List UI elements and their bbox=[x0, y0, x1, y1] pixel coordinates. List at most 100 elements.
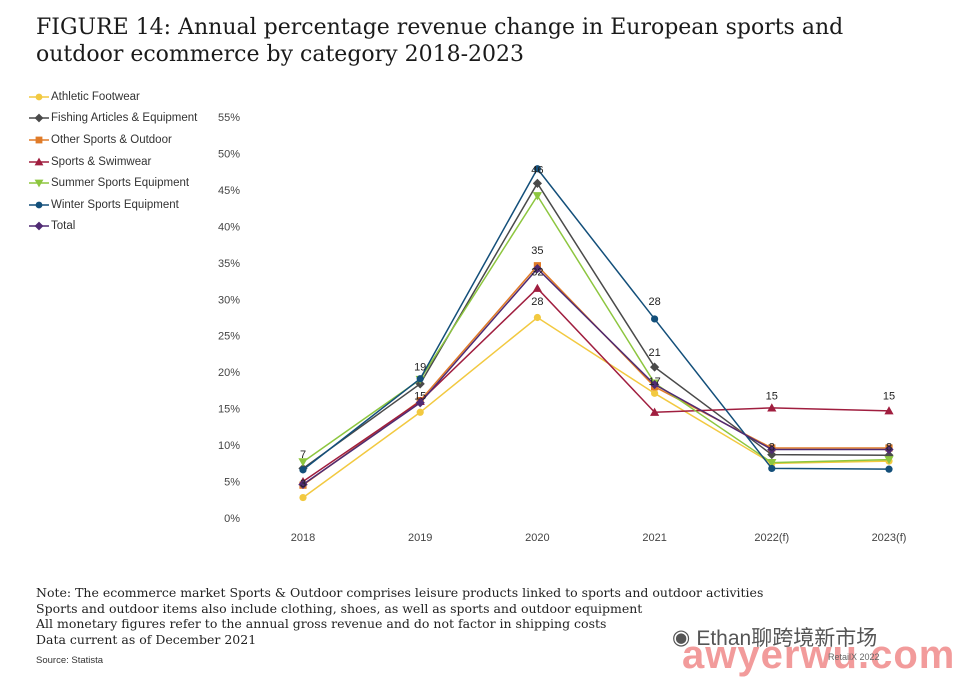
data-label: 15 bbox=[883, 391, 895, 403]
line-chart: 0% 5% 10% 15% 20% 25% 30% 35% 40% 45% 50% 55% 2018 20… bbox=[218, 112, 907, 544]
series-line-athletic-footwear bbox=[302, 316, 890, 499]
y-tick-label: 50% bbox=[218, 148, 240, 160]
legend-marker bbox=[34, 179, 44, 188]
data-point-winter-sports-equipment bbox=[416, 375, 424, 383]
legend-label: Total bbox=[51, 220, 76, 233]
data-point-sports-swimwear bbox=[532, 283, 542, 292]
data-point-fishing-articles-equipment bbox=[767, 449, 777, 460]
legend-swatch-icon bbox=[29, 113, 49, 123]
y-tick-label: 30% bbox=[218, 294, 240, 306]
legend-item: Athletic Footwear bbox=[28, 86, 197, 108]
data-label: 17 bbox=[648, 376, 660, 388]
watermark: ◉ Ethan聊跨境新市场 bbox=[672, 622, 877, 652]
source-label: Source: Statista bbox=[36, 655, 104, 666]
data-point-athletic-footwear bbox=[416, 408, 424, 416]
data-label: 15 bbox=[766, 391, 778, 403]
y-tick-label: 35% bbox=[218, 258, 240, 270]
data-point-sports-swimwear bbox=[650, 407, 660, 416]
legend-label: Fishing Articles & Equipment bbox=[51, 112, 198, 125]
data-label: 46 bbox=[531, 165, 543, 177]
x-tick-label: 2019 bbox=[408, 532, 432, 544]
legend-marker bbox=[35, 201, 43, 209]
legend-marker bbox=[35, 136, 43, 144]
legend-item: Summer Sports Equipment bbox=[28, 172, 197, 194]
note-line: Note: The ecommerce market Sports & Outd… bbox=[36, 585, 764, 600]
watermark-text: Ethan聊跨境新市场 bbox=[696, 627, 878, 650]
wechat-icon: ◉ bbox=[672, 625, 691, 649]
x-tick-label: 2022(f) bbox=[754, 532, 789, 544]
legend-item: Other Sports & Outdoor bbox=[28, 129, 197, 151]
legend-marker bbox=[35, 93, 43, 101]
series-line-other-sports-outdoor bbox=[302, 264, 889, 486]
series-line-fishing-articles-equipment bbox=[302, 181, 890, 470]
data-label: 21 bbox=[648, 347, 660, 359]
data-point-fishing-articles-equipment bbox=[884, 450, 894, 460]
legend-swatch-icon bbox=[29, 221, 49, 231]
legend-swatch-icon bbox=[29, 136, 49, 144]
data-point-summer-sports-equipment bbox=[298, 458, 308, 467]
data-label: 19 bbox=[414, 361, 426, 373]
chart-legend: Athletic Footwear Fishing Articles & Equi… bbox=[28, 86, 197, 237]
legend-swatch-icon bbox=[29, 179, 49, 188]
legend-item: Fishing Articles & Equipment bbox=[28, 108, 197, 130]
data-label: 28 bbox=[648, 296, 660, 308]
data-point-winter-sports-equipment bbox=[533, 165, 542, 173]
series-line-total bbox=[302, 267, 889, 486]
legend-marker bbox=[34, 157, 44, 165]
legend-item: Total bbox=[28, 216, 197, 238]
y-tick-label: 45% bbox=[218, 185, 240, 197]
x-tick-label: 2018 bbox=[291, 532, 315, 544]
data-label: 15 bbox=[414, 391, 426, 403]
legend-item: Winter Sports Equipment bbox=[28, 194, 197, 216]
data-label: 35 bbox=[531, 245, 543, 257]
y-tick-label: 10% bbox=[218, 440, 240, 452]
legend-swatch-icon bbox=[29, 157, 49, 165]
legend-marker bbox=[34, 113, 44, 123]
data-point-total bbox=[650, 379, 660, 390]
legend-label: Sports & Swimwear bbox=[51, 155, 152, 168]
legend-item: Sports & Swimwear bbox=[28, 151, 197, 173]
data-point-fishing-articles-equipment bbox=[532, 178, 542, 188]
data-point-total bbox=[415, 398, 425, 408]
legend-swatch-icon bbox=[29, 93, 49, 101]
data-label: 32 bbox=[531, 267, 543, 279]
series-line-winter-sports-equipment bbox=[302, 167, 890, 471]
x-tick-label: 2021 bbox=[642, 532, 666, 544]
legend-label: Summer Sports Equipment bbox=[51, 177, 190, 190]
legend-label: Winter Sports Equipment bbox=[51, 198, 179, 211]
y-tick-label: 0% bbox=[224, 513, 240, 525]
data-point-winter-sports-equipment bbox=[768, 464, 776, 473]
y-tick-label: 15% bbox=[218, 404, 240, 416]
data-label: 8 bbox=[769, 442, 775, 454]
x-tick-label: 2023(f) bbox=[872, 532, 907, 544]
legend-marker bbox=[34, 221, 44, 231]
y-tick-label: 20% bbox=[218, 367, 240, 379]
y-tick-label: 40% bbox=[218, 221, 240, 233]
legend-label: Other Sports & Outdoor bbox=[51, 133, 172, 146]
data-point-sports-swimwear bbox=[884, 406, 894, 415]
y-tick-label: 25% bbox=[218, 331, 240, 343]
data-point-winter-sports-equipment bbox=[299, 466, 307, 474]
data-label: 7 bbox=[300, 449, 306, 461]
chart-notes: Note: The ecommerce market Sports & Outd… bbox=[36, 585, 763, 647]
data-point-winter-sports-equipment bbox=[885, 465, 893, 473]
legend-swatch-icon bbox=[29, 201, 49, 209]
note-line: Sports and outdoor items also include cl… bbox=[36, 600, 643, 616]
data-point-total bbox=[884, 444, 894, 455]
x-tick-label: 2020 bbox=[525, 532, 549, 544]
data-point-athletic-footwear bbox=[533, 313, 542, 322]
data-point-athletic-footwear bbox=[651, 389, 659, 397]
data-point-athletic-footwear bbox=[299, 493, 307, 502]
data-point-winter-sports-equipment bbox=[651, 315, 659, 323]
data-label: 28 bbox=[531, 296, 543, 308]
watermark-overlay: awyerwu.com bbox=[682, 633, 956, 677]
data-point-total bbox=[767, 444, 777, 455]
data-label: 3 bbox=[300, 478, 306, 490]
note-line: All monetary figures refer to the annual… bbox=[36, 616, 607, 631]
data-point-total bbox=[298, 479, 308, 490]
series-line-sports-swimwear bbox=[302, 287, 890, 483]
data-label: 8 bbox=[886, 442, 892, 454]
data-point-summer-sports-equipment bbox=[532, 192, 542, 201]
data-point-summer-sports-equipment bbox=[767, 458, 777, 468]
credit-label: RetailX 2022 bbox=[828, 652, 880, 662]
